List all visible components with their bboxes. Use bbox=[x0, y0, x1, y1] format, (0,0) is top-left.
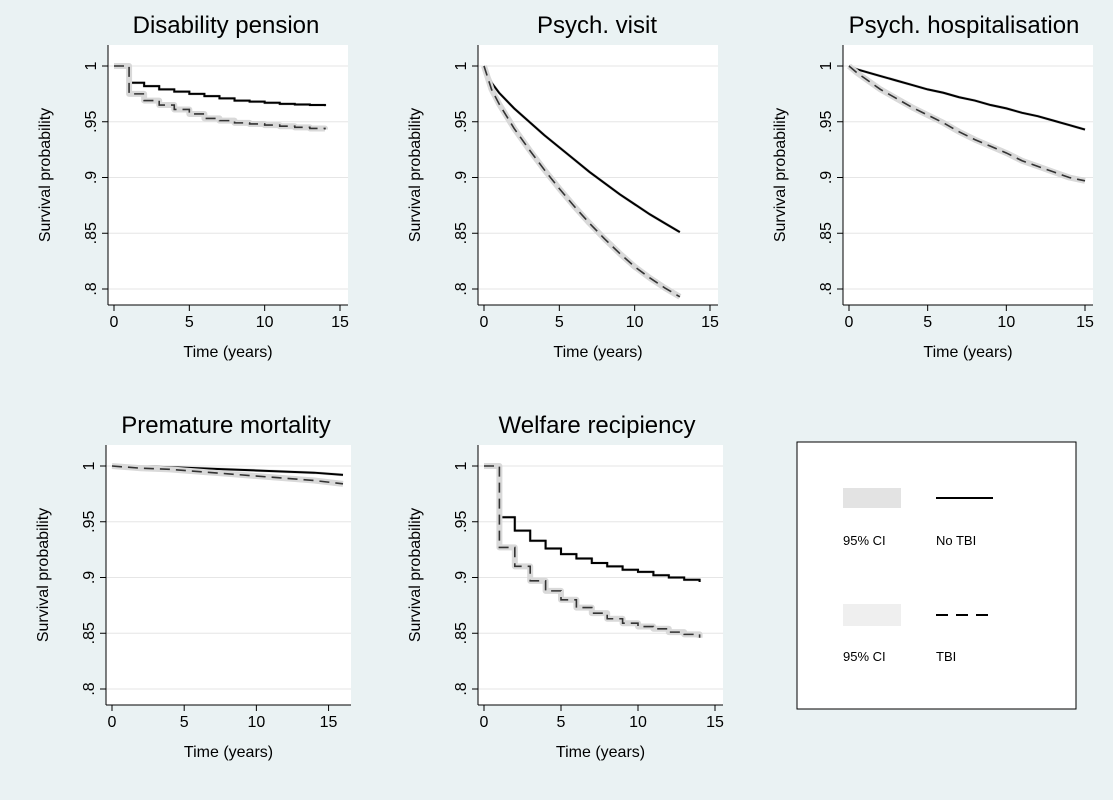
legend-label-no-tbi: No TBI bbox=[936, 533, 976, 548]
legend-ci-swatch-no-tbi bbox=[843, 488, 901, 508]
plot-area bbox=[843, 45, 1093, 305]
plot-area bbox=[478, 445, 723, 705]
y-tick-label: .8 bbox=[453, 282, 470, 295]
y-tick-label: .95 bbox=[81, 511, 98, 533]
x-tick-label: 10 bbox=[256, 314, 274, 331]
legend-ci-label-tbi: 95% CI bbox=[843, 649, 886, 664]
x-tick-label: 0 bbox=[110, 314, 119, 331]
x-tick-label: 5 bbox=[180, 714, 189, 731]
legend-label-tbi: TBI bbox=[936, 649, 956, 664]
y-axis-label: Survival probability bbox=[407, 508, 424, 642]
ci-band-tbi bbox=[484, 463, 703, 638]
legend-ci-swatch-tbi bbox=[843, 604, 901, 626]
panel-title: Psych. hospitalisation bbox=[849, 12, 1080, 39]
x-tick-label: 15 bbox=[706, 714, 724, 731]
panel-title: Psych. visit bbox=[537, 12, 657, 39]
panel-title: Premature mortality bbox=[121, 412, 330, 439]
x-tick-label: 10 bbox=[997, 314, 1015, 331]
x-tick-label: 15 bbox=[1076, 314, 1094, 331]
x-axis-label: Time (years) bbox=[184, 744, 273, 761]
y-tick-label: .8 bbox=[453, 682, 470, 695]
x-tick-label: 0 bbox=[108, 714, 117, 731]
x-tick-label: 15 bbox=[701, 314, 719, 331]
y-tick-label: .95 bbox=[818, 111, 835, 133]
legend-ci-label-no-tbi: 95% CI bbox=[843, 533, 886, 548]
y-tick-label: .85 bbox=[453, 622, 470, 644]
y-tick-label: .85 bbox=[81, 622, 98, 644]
y-tick-label: 1 bbox=[81, 461, 98, 470]
series-line-tbi bbox=[848, 65, 1086, 182]
x-tick-label: 15 bbox=[320, 714, 338, 731]
y-tick-label: .85 bbox=[453, 222, 470, 244]
x-axis-label: Time (years) bbox=[553, 344, 642, 361]
y-tick-label: .8 bbox=[818, 282, 835, 295]
y-tick-label: .95 bbox=[83, 111, 100, 133]
x-tick-label: 5 bbox=[555, 314, 564, 331]
y-tick-label: .85 bbox=[83, 222, 100, 244]
x-tick-label: 5 bbox=[185, 314, 194, 331]
series-line-tbi bbox=[111, 465, 344, 485]
series-line-no-tbi bbox=[484, 465, 701, 582]
x-axis-label: Time (years) bbox=[923, 344, 1012, 361]
y-tick-label: 1 bbox=[818, 61, 835, 70]
x-tick-label: 10 bbox=[629, 714, 647, 731]
series-line-no-tbi bbox=[483, 65, 681, 233]
x-tick-label: 0 bbox=[480, 314, 489, 331]
x-tick-label: 10 bbox=[626, 314, 644, 331]
x-tick-label: 15 bbox=[331, 314, 349, 331]
y-tick-label: .95 bbox=[453, 511, 470, 533]
legend: 95% CI No TBI 95% CI TBI bbox=[796, 441, 1077, 710]
y-tick-label: .9 bbox=[83, 171, 100, 184]
series-line-tbi bbox=[114, 65, 326, 130]
plot-area bbox=[106, 445, 351, 705]
series-line-tbi bbox=[483, 65, 681, 298]
y-tick-label: .8 bbox=[83, 282, 100, 295]
y-axis-label: Survival probability bbox=[37, 108, 54, 242]
plot-area bbox=[478, 45, 718, 305]
x-tick-label: 0 bbox=[480, 714, 489, 731]
x-tick-label: 10 bbox=[247, 714, 265, 731]
x-tick-label: 0 bbox=[845, 314, 854, 331]
y-axis-label: Survival probability bbox=[407, 108, 424, 242]
y-tick-label: .9 bbox=[453, 171, 470, 184]
y-tick-label: .9 bbox=[81, 571, 98, 584]
x-tick-label: 5 bbox=[557, 714, 566, 731]
y-axis-label: Survival probability bbox=[772, 108, 789, 242]
y-tick-label: .95 bbox=[453, 111, 470, 133]
panel-title: Welfare recipiency bbox=[499, 412, 696, 439]
x-axis-label: Time (years) bbox=[183, 344, 272, 361]
y-tick-label: .9 bbox=[818, 171, 835, 184]
y-tick-label: .8 bbox=[81, 682, 98, 695]
plot-area bbox=[108, 45, 348, 305]
legend-frame bbox=[796, 441, 1077, 710]
y-tick-label: .9 bbox=[453, 571, 470, 584]
y-tick-label: .85 bbox=[818, 222, 835, 244]
y-tick-label: 1 bbox=[83, 61, 100, 70]
y-tick-label: 1 bbox=[453, 461, 470, 470]
series-line-no-tbi bbox=[114, 65, 326, 107]
panel-title: Disability pension bbox=[133, 12, 320, 39]
y-tick-label: 1 bbox=[453, 61, 470, 70]
x-tick-label: 5 bbox=[923, 314, 932, 331]
series-line-no-tbi bbox=[848, 65, 1086, 131]
x-axis-label: Time (years) bbox=[556, 744, 645, 761]
y-axis-label: Survival probability bbox=[35, 508, 52, 642]
